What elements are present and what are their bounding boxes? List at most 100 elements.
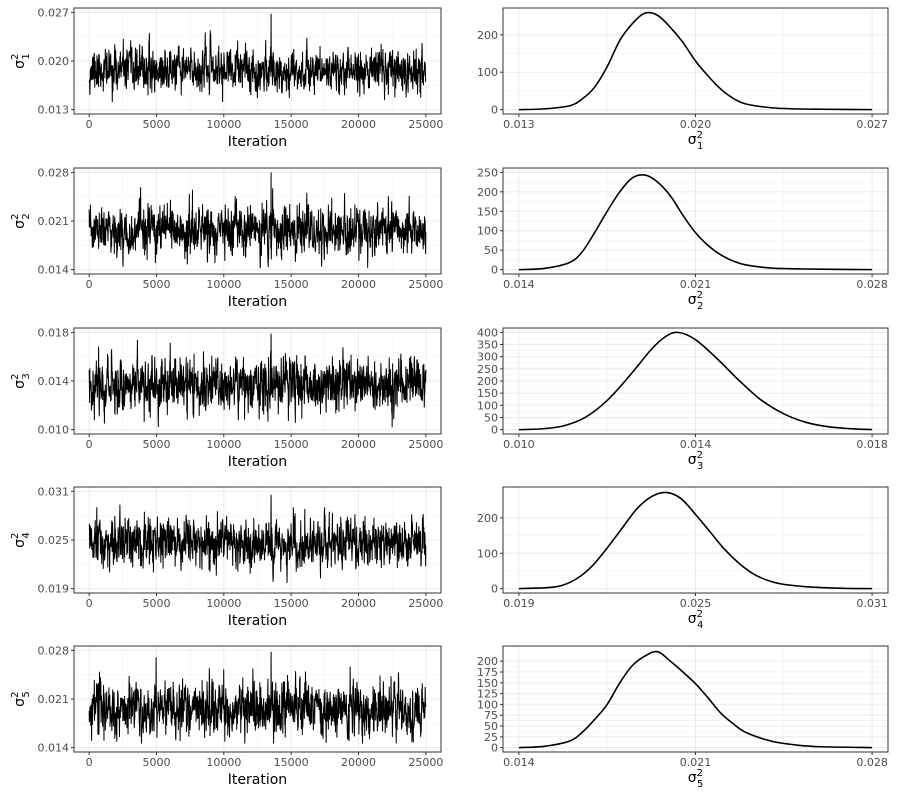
x-tick-label: 25000 — [408, 278, 443, 291]
x-axis-title-subscript: 3 — [697, 461, 703, 472]
x-tick-label: 0.025 — [680, 597, 712, 610]
x-axis-title-superscript: 2 — [697, 290, 703, 301]
x-tick-label: 20000 — [341, 438, 376, 451]
y-tick-label: 100 — [477, 547, 498, 560]
x-tick-label: 10000 — [206, 597, 241, 610]
y-tick-label: 0.014 — [38, 375, 70, 388]
x-tick-label: 0.014 — [503, 756, 535, 769]
x-tick-label: 0 — [86, 118, 93, 131]
x-tick-label: 10000 — [206, 118, 241, 131]
trace-series — [88, 172, 427, 269]
x-axis-title-subscript: 5 — [697, 779, 703, 790]
x-axis-title-superscript: 2 — [697, 609, 703, 620]
x-axis-title: Iteration — [228, 772, 287, 788]
x-tick-label: 5000 — [142, 597, 170, 610]
y-tick-label: 0.014 — [38, 264, 70, 277]
y-tick-label: 175 — [477, 666, 498, 679]
y-tick-label: 0.025 — [38, 534, 70, 547]
trace-series — [88, 13, 427, 103]
x-tick-label: 0.020 — [680, 118, 712, 131]
x-tick-label: 25000 — [408, 438, 443, 451]
y-tick-label: 0.021 — [38, 215, 70, 228]
x-axis-title: Iteration — [228, 294, 287, 310]
x-axis-title-subscript: 2 — [697, 301, 703, 312]
x-tick-label: 0.028 — [856, 278, 888, 291]
y-tick-label: 0.018 — [38, 326, 70, 339]
y-axis-title-subscript: 1 — [21, 53, 32, 59]
x-tick-label: 0.019 — [503, 597, 535, 610]
y-axis-title-base: σ — [12, 60, 28, 69]
x-tick-label: 0.010 — [503, 438, 535, 451]
trace-panel-1: 0 5000 10000 15000 20000 25000 0.013 0.020 0.027… — [10, 6, 443, 150]
x-tick-label: 10000 — [206, 438, 241, 451]
y-tick-label: 0.027 — [38, 6, 70, 19]
y-tick-label: 100 — [477, 66, 498, 79]
y-tick-label: 0.013 — [38, 104, 70, 117]
y-axis-title-superscript: 2 — [10, 214, 21, 220]
y-axis-title-text: σ25 — [10, 691, 32, 707]
x-axis-title-text: σ2 5 — [688, 768, 704, 790]
y-tick-label: 0.010 — [38, 424, 70, 437]
y-axis-title: σ22 — [10, 213, 32, 229]
y-tick-label: 100 — [477, 698, 498, 711]
x-tick-label: 25000 — [408, 597, 443, 610]
y-tick-label: 125 — [477, 688, 498, 701]
y-axis-title-subscript: 2 — [21, 213, 32, 219]
y-tick-label: 200 — [477, 375, 498, 388]
y-axis-title-text: σ24 — [10, 532, 32, 548]
x-tick-label: 20000 — [341, 756, 376, 769]
x-tick-label: 0.021 — [680, 756, 712, 769]
y-tick-label: 100 — [477, 399, 498, 412]
x-axis-title-text: σ2 3 — [688, 450, 704, 472]
x-axis-title-superscript: 2 — [697, 130, 703, 141]
x-axis-title: σ2 5 — [688, 768, 704, 790]
x-tick-label: 0.014 — [680, 438, 712, 451]
x-tick-label: 0 — [86, 597, 93, 610]
density-curve — [518, 491, 873, 590]
x-axis-title-base: σ — [688, 132, 697, 148]
y-axis-title-base: σ — [12, 380, 28, 389]
y-axis-title-superscript: 2 — [10, 692, 21, 698]
x-tick-label: 25000 — [408, 756, 443, 769]
y-axis-title-text: σ22 — [10, 213, 32, 229]
y-tick-label: 250 — [477, 363, 498, 376]
x-axis-title: σ2 1 — [688, 130, 704, 152]
y-tick-label: 0.020 — [38, 55, 70, 68]
y-tick-label: 200 — [477, 512, 498, 525]
y-axis-title-text: σ21 — [10, 53, 32, 69]
y-tick-label: 0 — [491, 264, 498, 277]
x-axis-title: σ2 2 — [688, 290, 704, 312]
y-tick-label: 0.031 — [38, 485, 70, 498]
x-tick-label: 15000 — [274, 118, 309, 131]
density-curve — [518, 11, 873, 111]
y-tick-label: 0.019 — [38, 583, 70, 596]
x-axis-title: σ2 4 — [688, 609, 704, 631]
x-tick-label: 0.021 — [680, 278, 712, 291]
y-tick-label: 0.014 — [38, 742, 70, 755]
x-tick-label: 0 — [86, 278, 93, 291]
y-tick-label: 200 — [477, 186, 498, 199]
trace-series — [88, 333, 427, 428]
y-tick-label: 350 — [477, 339, 498, 352]
y-axis-title-superscript: 2 — [10, 374, 21, 380]
x-tick-label: 5000 — [142, 118, 170, 131]
y-tick-label: 150 — [477, 205, 498, 218]
x-tick-label: 15000 — [274, 756, 309, 769]
x-axis-title-base: σ — [688, 452, 697, 468]
x-axis-title-superscript: 2 — [697, 768, 703, 779]
trace-panel-4: 0 5000 10000 15000 20000 25000 0.019 0.025 0.031… — [10, 485, 443, 629]
y-tick-label: 150 — [477, 387, 498, 400]
x-tick-label: 10000 — [206, 278, 241, 291]
y-axis-title-subscript: 3 — [21, 373, 32, 379]
y-tick-label: 100 — [477, 225, 498, 238]
x-tick-label: 0.014 — [503, 278, 535, 291]
x-axis-title: Iteration — [228, 134, 287, 150]
density-panel-2: 0.014 0.021 0.028 0 50 100 150 200 250 σ2 2 — [477, 166, 889, 312]
x-tick-label: 0.027 — [856, 118, 888, 131]
x-tick-label: 20000 — [341, 278, 376, 291]
x-tick-label: 10000 — [206, 756, 241, 769]
x-axis-title: Iteration — [228, 613, 287, 629]
density-curve — [518, 331, 873, 431]
x-tick-label: 15000 — [274, 438, 309, 451]
